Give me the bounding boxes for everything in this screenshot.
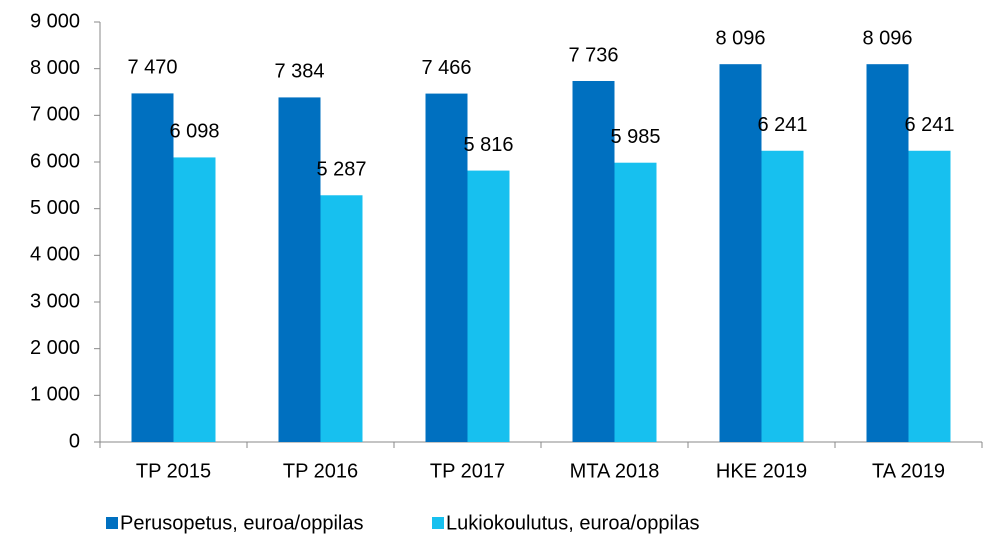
value-label: 6 241 [904, 114, 954, 136]
y-tick-label: 8 000 [30, 57, 80, 79]
value-label: 8 096 [862, 27, 912, 49]
x-tick-label: MTA 2018 [570, 460, 660, 482]
value-label: 7 466 [421, 57, 471, 79]
value-label: 7 384 [274, 61, 324, 83]
legend-swatch [432, 517, 444, 529]
legend-swatch [106, 517, 118, 529]
y-tick-label: 7 000 [30, 104, 80, 126]
x-tick-label: HKE 2019 [716, 460, 807, 482]
value-label: 6 241 [757, 114, 807, 136]
value-label: 6 098 [169, 121, 219, 143]
bar [866, 64, 909, 442]
value-label: 7 736 [568, 44, 618, 66]
y-tick-label: 0 [69, 430, 80, 452]
value-label: 8 096 [715, 27, 765, 49]
y-tick-label: 9 000 [30, 10, 80, 32]
bar [908, 150, 951, 442]
bar [320, 195, 363, 442]
bar [131, 93, 174, 443]
bar [173, 157, 216, 442]
y-tick-label: 1 000 [30, 384, 80, 406]
value-label: 5 816 [463, 134, 513, 156]
bar [614, 162, 657, 442]
x-tick-label: TP 2016 [283, 460, 358, 482]
x-tick-label: TP 2017 [430, 460, 505, 482]
x-tick-label: TA 2019 [872, 460, 945, 482]
y-tick-label: 6 000 [30, 150, 80, 172]
bar [425, 93, 468, 442]
x-tick-label: TP 2015 [136, 460, 211, 482]
y-tick-label: 2 000 [30, 337, 80, 359]
bar [467, 170, 510, 442]
bar [278, 97, 321, 442]
bar [572, 80, 615, 442]
value-label: 7 470 [127, 57, 177, 79]
y-tick-label: 3 000 [30, 290, 80, 312]
legend-label: Perusopetus, euroa/oppilas [120, 512, 364, 534]
value-label: 5 985 [610, 126, 660, 148]
y-tick-label: 4 000 [30, 244, 80, 266]
bar [761, 150, 804, 442]
y-tick-label: 5 000 [30, 197, 80, 219]
bar [719, 64, 762, 442]
legend-label: Lukiokoulutus, euroa/oppilas [446, 512, 700, 534]
value-label: 5 287 [316, 159, 366, 181]
